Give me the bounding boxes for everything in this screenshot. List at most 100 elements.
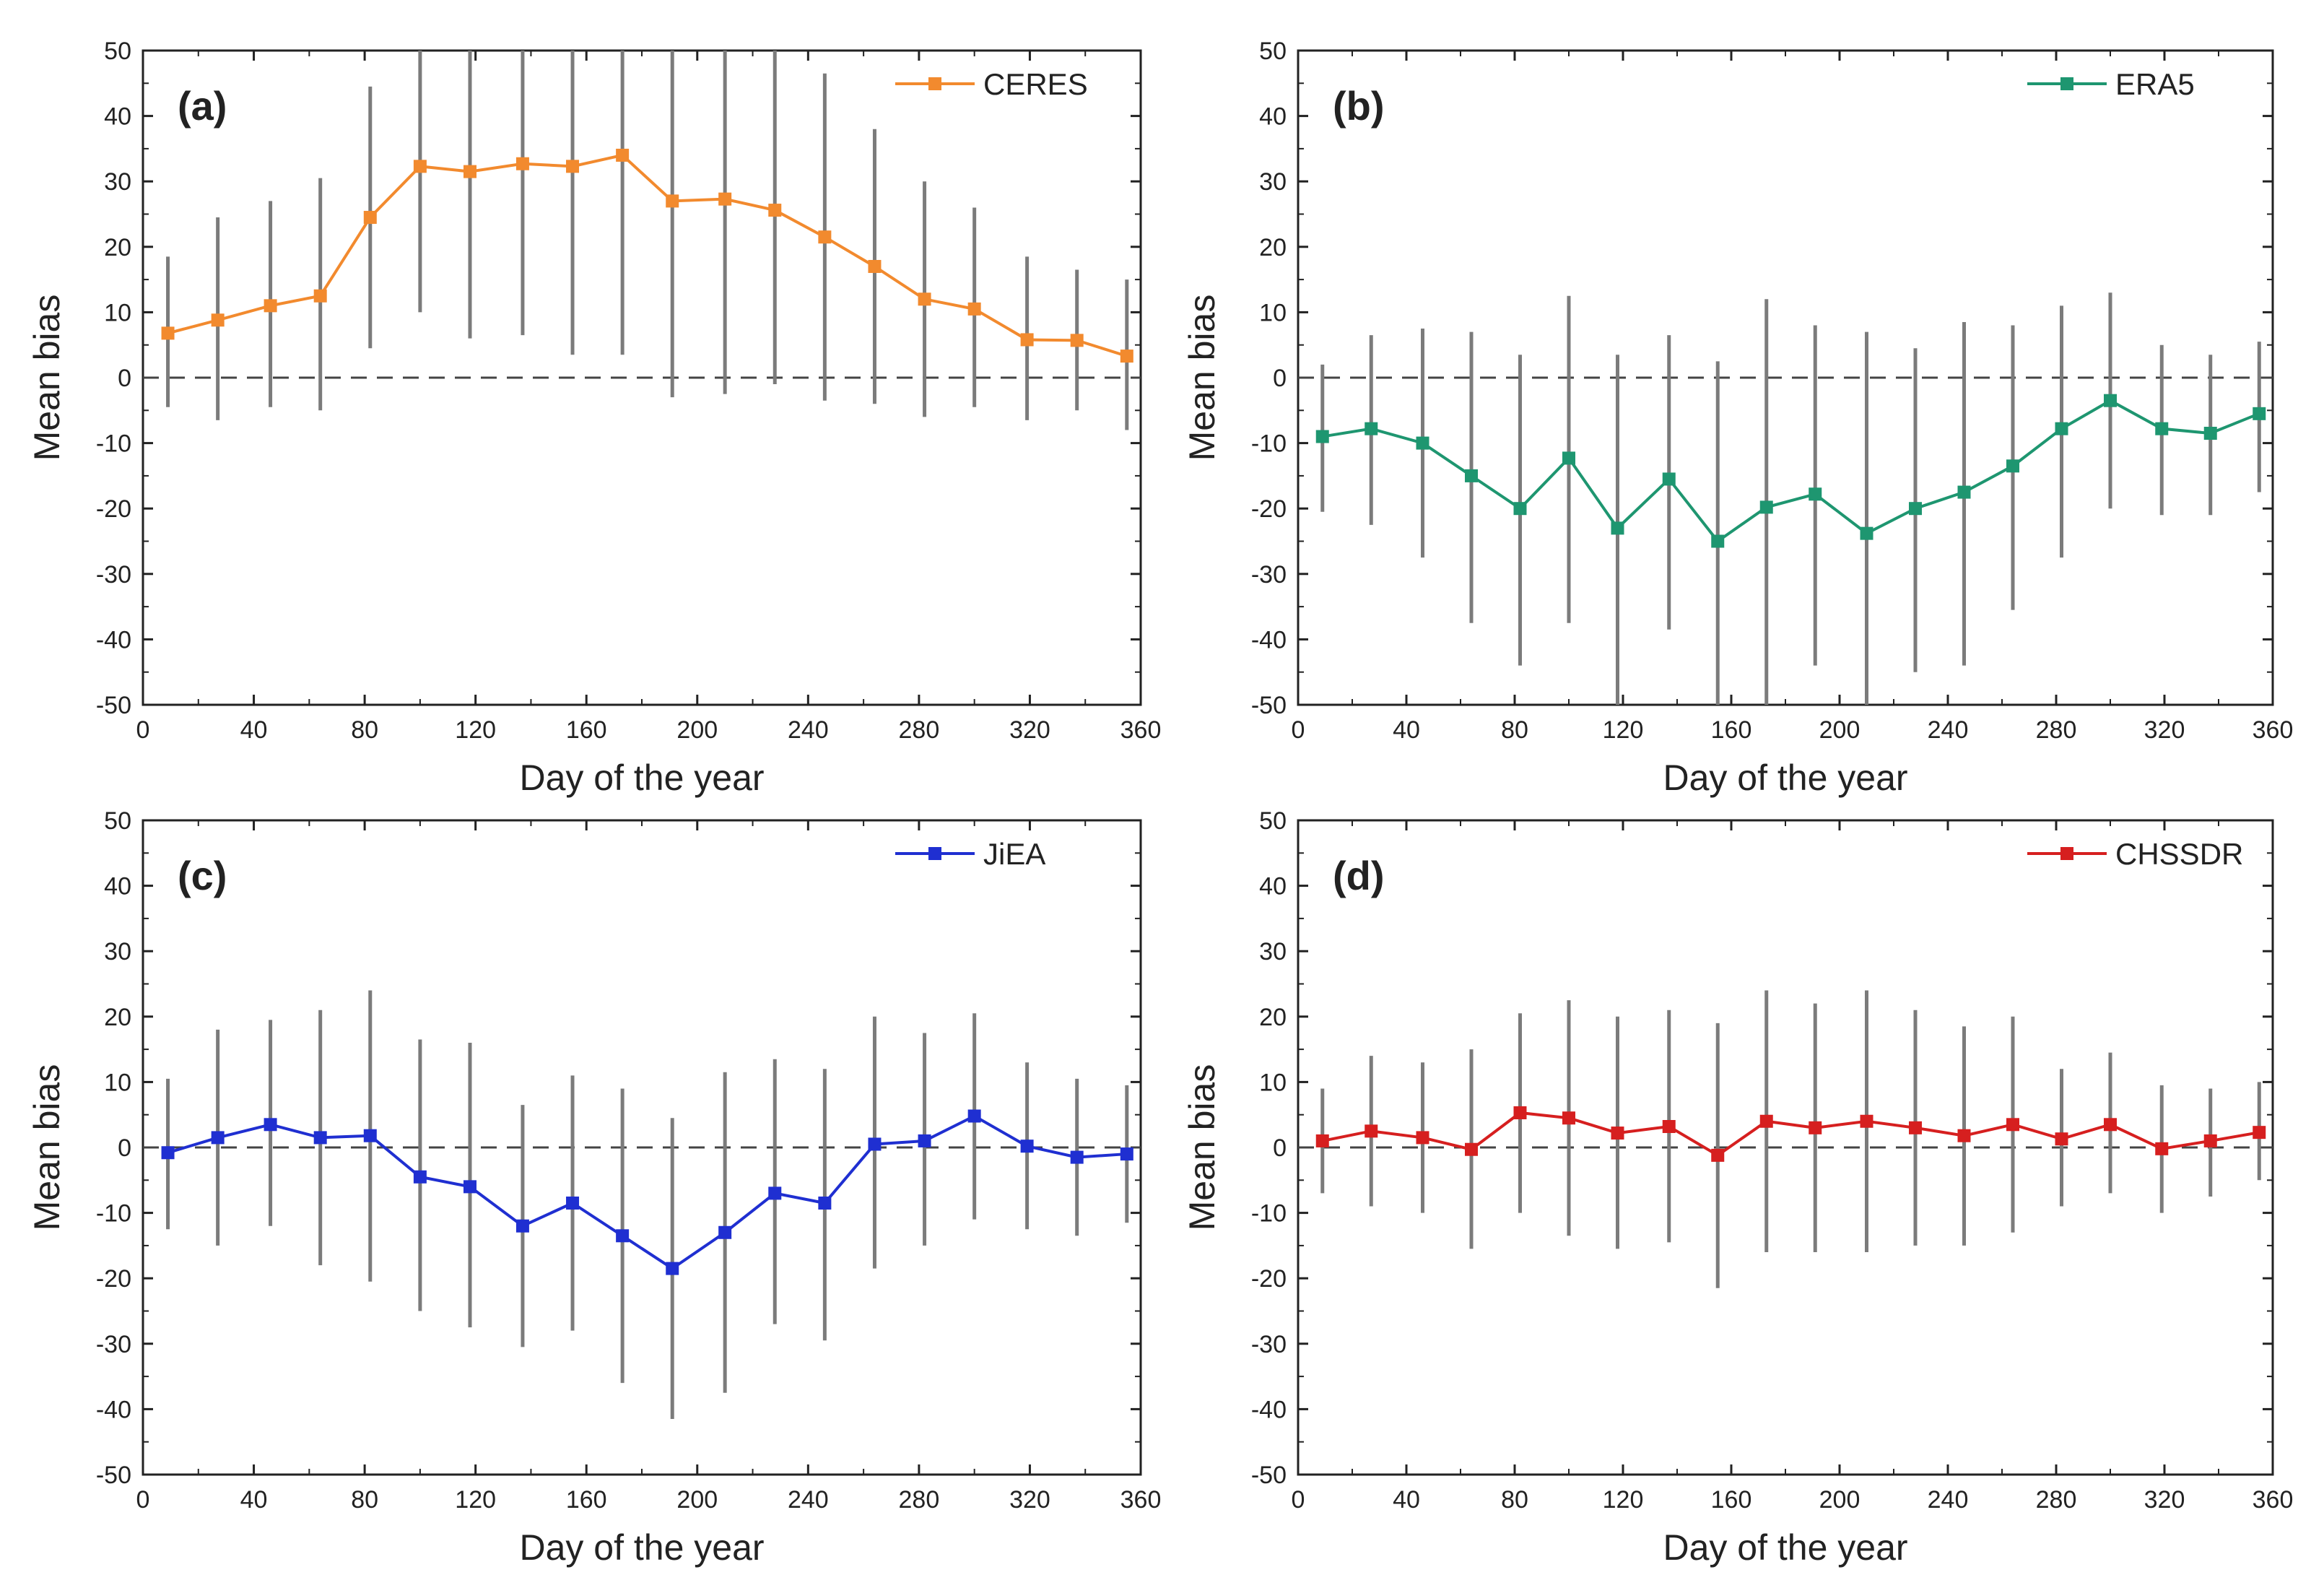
y-tick-label: -20 — [96, 495, 131, 523]
x-tick-label: 360 — [1120, 716, 1162, 744]
x-tick-label: 120 — [455, 716, 496, 744]
y-tick-label: 20 — [1259, 1004, 1287, 1031]
panel-a: 0 40 80 120 160 200 240 280 320 360-50-40-30-20-1… — [27, 38, 1161, 798]
data-point — [666, 194, 679, 208]
x-tick-label: 280 — [899, 1486, 940, 1514]
data-point — [1416, 436, 1429, 450]
x-tick-label: 40 — [240, 716, 268, 744]
panel-b: 0 40 80 120 160 200 240 280 320 360-50-40-30-20-1… — [1182, 38, 2293, 798]
x-tick-label: 120 — [1603, 1486, 1644, 1514]
data-point — [1315, 1134, 1329, 1147]
legend-label: CHSSDR — [2115, 837, 2243, 871]
data-point — [211, 313, 225, 327]
panel-label: (d) — [1333, 853, 1385, 898]
data-point — [2155, 1142, 2169, 1155]
data-point — [1759, 1114, 1773, 1128]
data-point — [1120, 350, 1133, 363]
x-tick-label: 240 — [1928, 716, 1969, 744]
x-tick-label: 80 — [1501, 1486, 1528, 1514]
y-tick-label: 20 — [104, 1004, 131, 1031]
x-tick-label: 80 — [1501, 716, 1528, 744]
y-tick-label: 30 — [1259, 938, 1287, 965]
data-point — [463, 165, 476, 178]
data-point — [2006, 1118, 2019, 1132]
data-point — [2253, 1126, 2266, 1140]
x-tick-label: 80 — [351, 1486, 378, 1514]
data-point — [463, 1180, 476, 1194]
x-tick-label: 360 — [2253, 1486, 2294, 1514]
x-tick-label: 40 — [240, 1486, 268, 1514]
x-tick-label: 160 — [1711, 1486, 1752, 1514]
y-tick-label: 10 — [1259, 1069, 1287, 1096]
data-point — [718, 192, 732, 206]
x-tick-label: 320 — [2144, 1486, 2185, 1514]
data-point — [413, 1170, 427, 1184]
data-point — [768, 1186, 782, 1200]
data-point — [1957, 1129, 1971, 1142]
y-tick-label: 50 — [1259, 807, 1287, 835]
data-point — [313, 1131, 327, 1145]
data-point — [211, 1131, 225, 1145]
x-tick-label: 160 — [1711, 716, 1752, 744]
y-tick-label: 30 — [104, 938, 131, 965]
data-point — [1662, 1120, 1676, 1134]
data-point — [868, 259, 882, 273]
data-point — [363, 1129, 377, 1142]
data-point — [2006, 459, 2019, 473]
x-tick-label: 240 — [788, 716, 829, 744]
x-tick-label: 320 — [1009, 1486, 1050, 1514]
data-point — [918, 292, 931, 306]
data-point — [161, 326, 175, 340]
data-point — [616, 1229, 630, 1243]
data-point — [1513, 1106, 1527, 1119]
panel-label: (c) — [178, 853, 227, 898]
x-tick-label: 240 — [788, 1486, 829, 1514]
data-point — [918, 1134, 931, 1147]
data-point — [1562, 1111, 1575, 1125]
data-point — [1909, 502, 1922, 516]
data-point — [768, 204, 782, 217]
panel-label: (a) — [178, 83, 227, 129]
y-tick-label: 10 — [104, 299, 131, 326]
data-point — [264, 299, 277, 313]
y-tick-label: 50 — [104, 807, 131, 835]
y-axis-title: Mean bias — [27, 295, 67, 461]
y-tick-label: -30 — [1251, 1331, 1287, 1358]
series-line — [167, 153, 1128, 358]
data-point — [1711, 534, 1725, 548]
data-point — [1611, 1127, 1624, 1140]
data-point — [1711, 1148, 1725, 1162]
y-tick-label: -20 — [96, 1265, 131, 1293]
data-point — [1020, 333, 1034, 347]
y-tick-label: -50 — [96, 1462, 131, 1489]
legend-label: JiEA — [983, 837, 1045, 871]
data-point — [566, 160, 580, 173]
x-tick-label: 360 — [1120, 1486, 1162, 1514]
data-point — [718, 1225, 732, 1239]
x-axis-title: Day of the year — [519, 758, 764, 798]
y-tick-label: -30 — [96, 561, 131, 589]
y-tick-label: 10 — [1259, 299, 1287, 326]
x-tick-label: 320 — [2144, 716, 2185, 744]
y-tick-label: 30 — [1259, 168, 1287, 196]
x-tick-label: 160 — [566, 716, 607, 744]
panel-d: 0 40 80 120 160 200 240 280 320 360-50-40-30-20-1… — [1182, 807, 2293, 1568]
x-tick-label: 200 — [1819, 1486, 1860, 1514]
data-point — [1611, 521, 1624, 535]
x-tick-label: 320 — [1009, 716, 1050, 744]
data-point — [1957, 485, 1971, 499]
data-point — [967, 302, 981, 316]
y-tick-label: -40 — [1251, 626, 1287, 654]
y-tick-label: 0 — [118, 1134, 131, 1162]
data-point — [666, 1262, 679, 1275]
data-point — [264, 1118, 277, 1132]
legend-marker — [2060, 77, 2073, 90]
y-tick-label: 20 — [1259, 234, 1287, 261]
y-tick-label: -50 — [1251, 692, 1287, 719]
y-tick-label: 0 — [1273, 1134, 1287, 1162]
x-tick-label: 280 — [2036, 716, 2077, 744]
data-point — [1809, 1121, 1822, 1134]
data-point — [2155, 422, 2169, 435]
y-tick-label: 50 — [1259, 38, 1287, 65]
